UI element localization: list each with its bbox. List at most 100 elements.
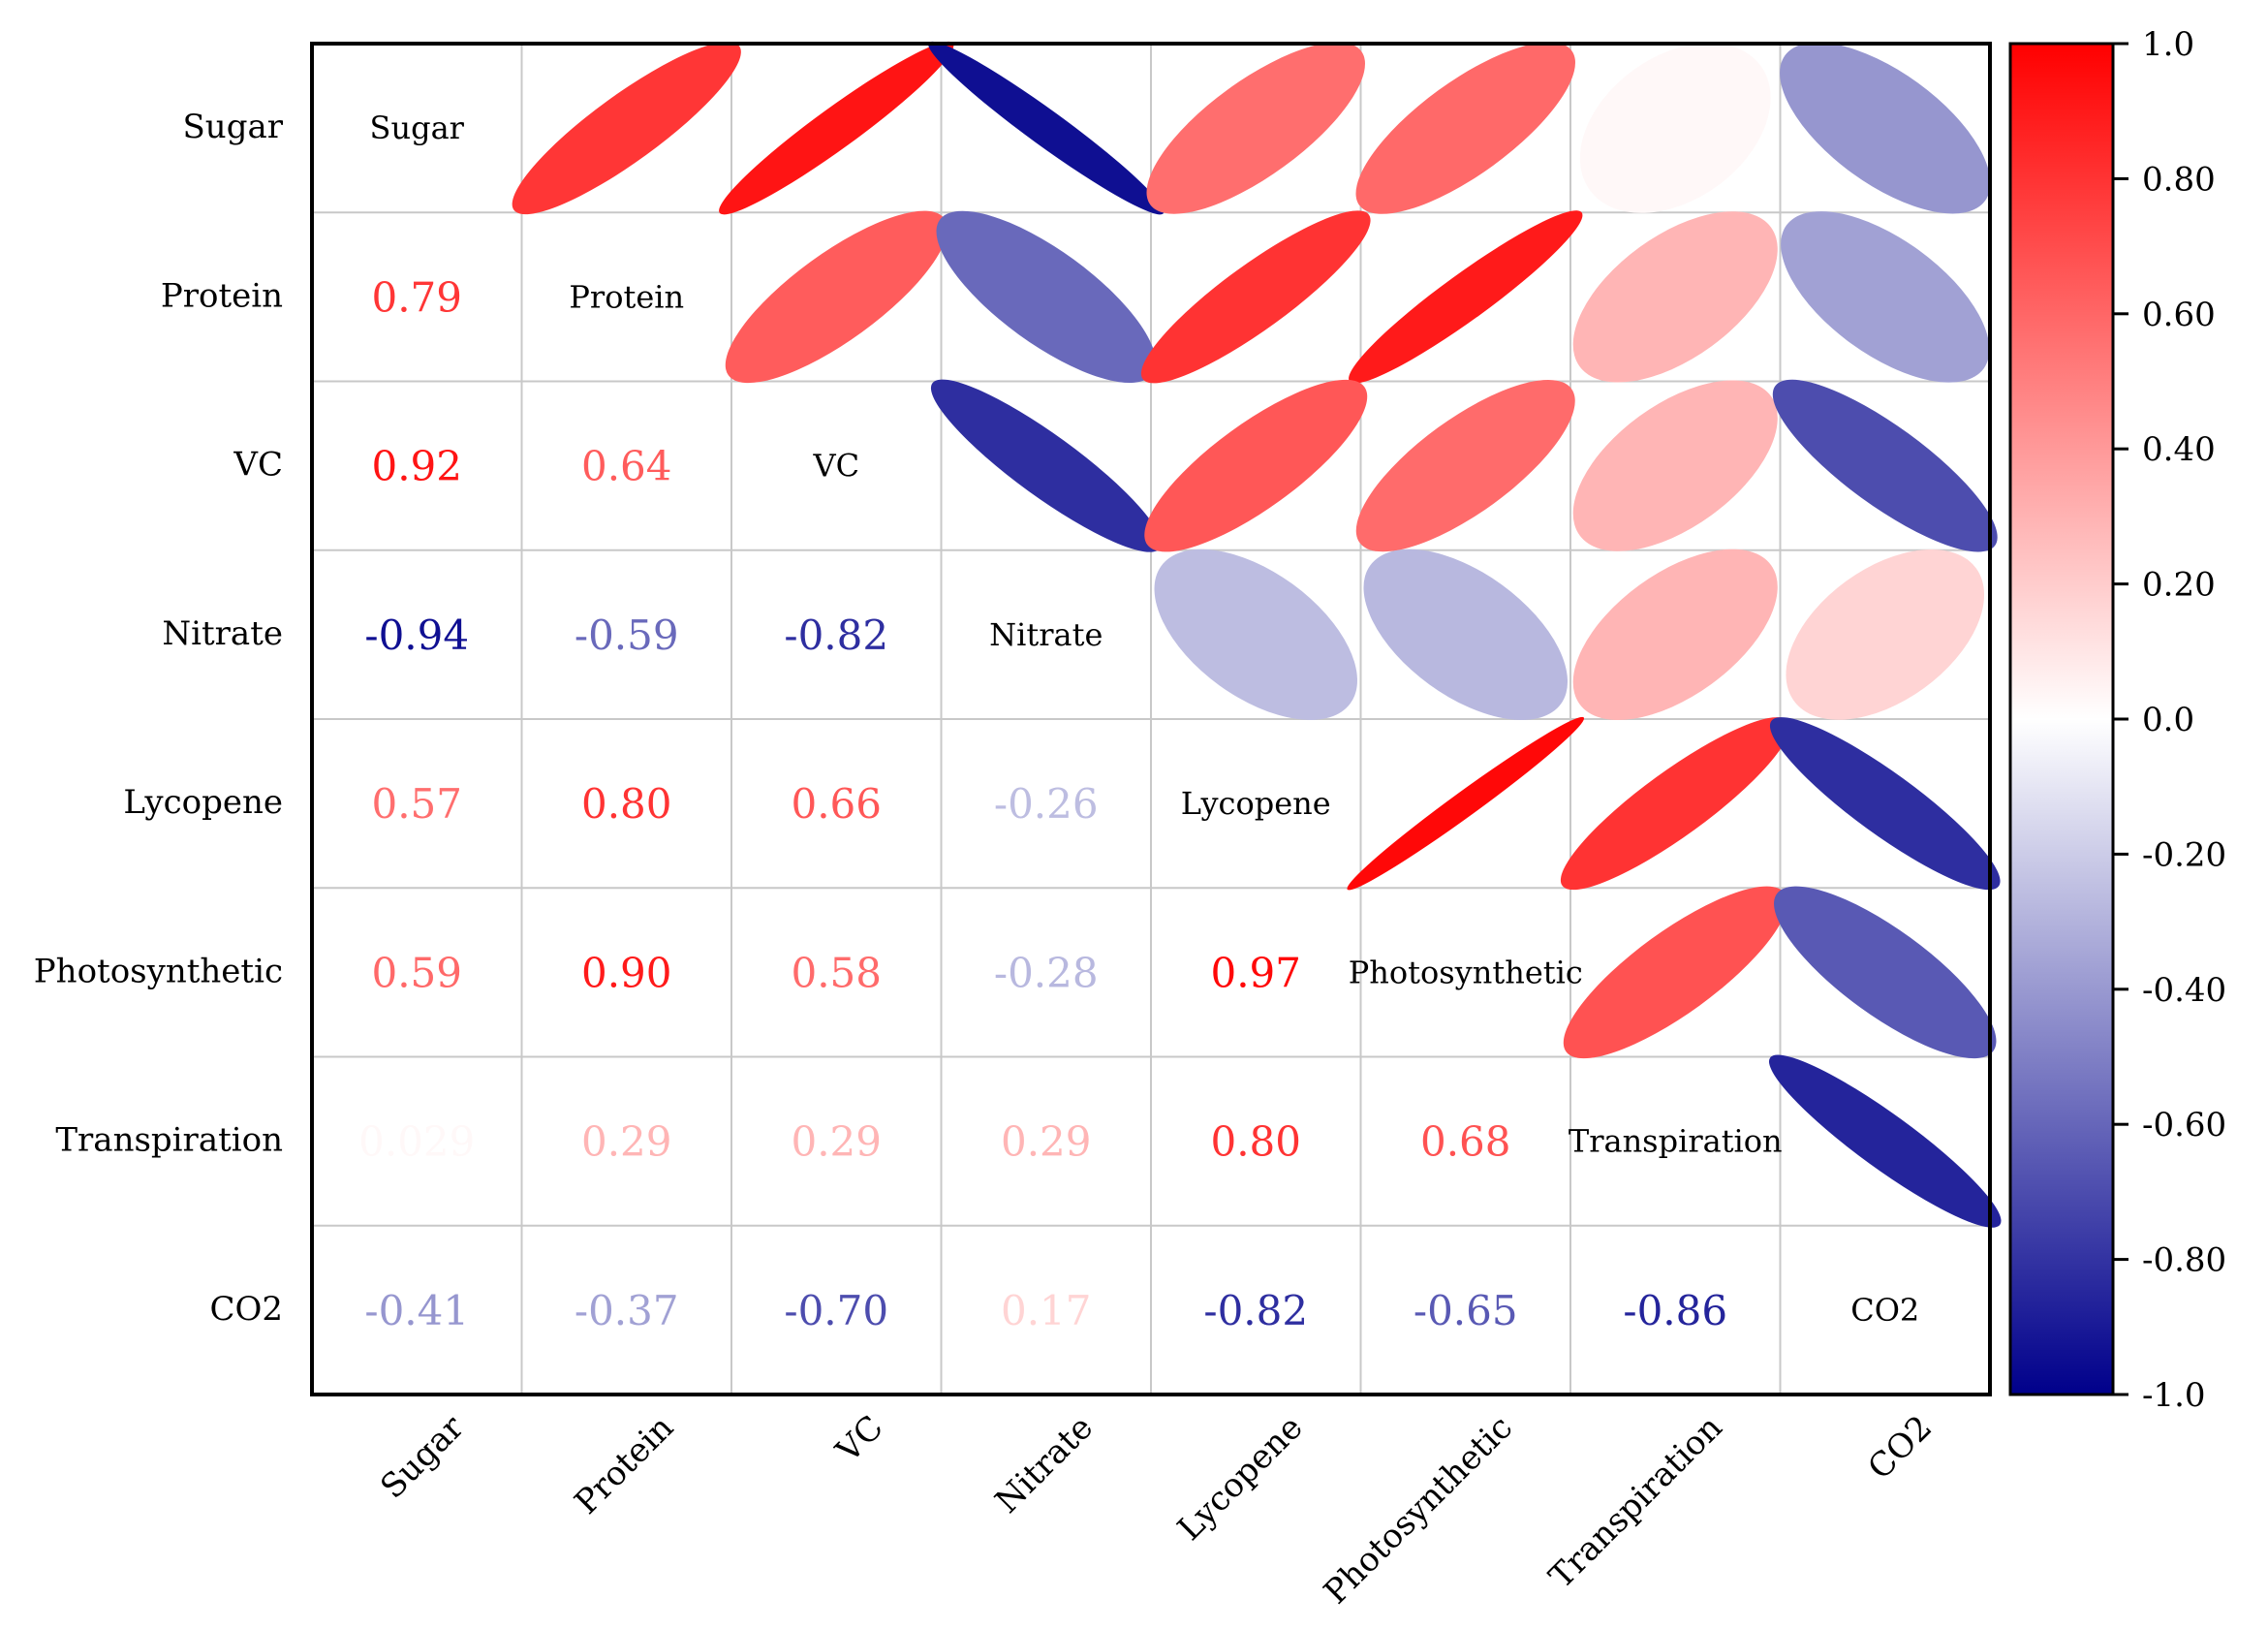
colorbar-tick-label: 0.60 xyxy=(2142,296,2216,334)
ellipse-lycopene-transpiration xyxy=(1560,717,1790,891)
value-transpiration-protein: 0.29 xyxy=(581,1118,672,1166)
col-label-photosynthetic: Photosynthetic xyxy=(1317,1408,1520,1612)
ellipse-vc-nitrate xyxy=(930,379,1162,552)
value-co2-vc: -0.70 xyxy=(784,1287,888,1334)
colorbar-tick-label: -0.20 xyxy=(2142,835,2226,874)
value-lycopene-vc: 0.66 xyxy=(791,780,882,828)
diagonal-label-vc: VC xyxy=(812,448,859,485)
ellipse-sugar-vc xyxy=(719,41,954,215)
row-label-co2: CO2 xyxy=(209,1290,283,1329)
colorbar-tick-label: 1.0 xyxy=(2142,25,2194,64)
value-photosynthetic-protein: 0.90 xyxy=(581,949,672,996)
plot-frame xyxy=(310,42,1992,1396)
colorbar-tick-label: -0.60 xyxy=(2142,1106,2226,1144)
row-label-vc: VC xyxy=(233,446,283,485)
ellipse-photosynthetic-co2 xyxy=(1774,886,1997,1059)
value-transpiration-vc: 0.29 xyxy=(791,1118,882,1166)
ellipse-sugar-nitrate xyxy=(928,41,1165,215)
ellipse-protein-nitrate xyxy=(936,210,1156,384)
diagonal-label-co2: CO2 xyxy=(1850,1292,1919,1329)
col-label-transpiration: Transpiration xyxy=(1541,1408,1729,1596)
value-co2-lycopene: -0.82 xyxy=(1203,1287,1308,1334)
colorbar-tick-label: 0.20 xyxy=(2142,566,2216,605)
colorbar-tick-label: -1.0 xyxy=(2142,1376,2206,1415)
ellipse-sugar-co2 xyxy=(1780,42,1991,214)
ellipse-nitrate-transpiration xyxy=(1572,549,1778,720)
row-label-protein: Protein xyxy=(161,276,283,315)
row-labels: Sugar Protein VC Nitrate Lycopene Photosynthe… xyxy=(34,108,284,1329)
value-co2-nitrate: 0.17 xyxy=(1001,1287,1092,1334)
col-label-lycopene: Lycopene xyxy=(1170,1408,1311,1549)
value-lycopene-protein: 0.80 xyxy=(581,780,672,828)
diagonal-label-lycopene: Lycopene xyxy=(1181,785,1331,822)
value-nitrate-protein: -0.59 xyxy=(575,611,679,659)
diagonal-label-sugar: Sugar xyxy=(370,110,465,146)
ellipse-sugar-protein xyxy=(512,42,741,215)
value-co2-transpiration: -0.86 xyxy=(1623,1287,1727,1334)
value-protein-sugar: 0.79 xyxy=(371,273,462,321)
colorbar-ticks: 1.0 0.80 0.60 0.40 0.20 0.0 -0.20 -0.40 -0.60 -0.… xyxy=(2113,25,2226,1415)
colorbar-tick-label: 0.0 xyxy=(2142,701,2194,739)
row-label-transpiration: Transpiration xyxy=(55,1121,283,1160)
col-label-nitrate: Nitrate xyxy=(988,1408,1101,1520)
value-transpiration-photosynthetic: 0.68 xyxy=(1420,1118,1511,1166)
correlation-values: 0.79 0.92 0.64 -0.94 -0.59 -0.82 0.57 0.80 0.66 -… xyxy=(358,273,1727,1334)
col-label-sugar: Sugar xyxy=(373,1408,472,1507)
colorbar-tick-label: -0.40 xyxy=(2142,971,2226,1010)
col-label-co2: CO2 xyxy=(1860,1408,1940,1488)
ellipse-nitrate-lycopene xyxy=(1154,549,1357,720)
ellipse-protein-photosynthetic xyxy=(1349,210,1583,384)
value-lycopene-nitrate: -0.26 xyxy=(994,780,1099,828)
ellipse-photosynthetic-transpiration xyxy=(1563,886,1787,1059)
value-co2-photosynthetic: -0.65 xyxy=(1414,1287,1518,1334)
ellipse-nitrate-co2 xyxy=(1786,549,1985,720)
col-label-protein: Protein xyxy=(568,1408,681,1521)
column-labels: Sugar Protein VC Nitrate Lycopene Photosynthe… xyxy=(373,1408,1940,1613)
value-transpiration-nitrate: 0.29 xyxy=(1001,1118,1092,1166)
ellipse-vc-lycopene xyxy=(1144,379,1368,552)
value-nitrate-vc: -0.82 xyxy=(784,611,888,659)
ellipse-sugar-photosynthetic xyxy=(1355,42,1575,214)
value-photosynthetic-sugar: 0.59 xyxy=(371,949,462,996)
value-photosynthetic-vc: 0.58 xyxy=(791,949,882,996)
value-co2-sugar: -0.41 xyxy=(364,1287,469,1334)
value-nitrate-sugar: -0.94 xyxy=(364,611,469,659)
ellipse-vc-co2 xyxy=(1772,379,1998,552)
ellipse-glyphs xyxy=(512,41,2002,1228)
value-vc-sugar: 0.92 xyxy=(371,443,462,490)
row-label-lycopene: Lycopene xyxy=(123,783,283,822)
ellipse-nitrate-photosynthetic xyxy=(1363,549,1569,720)
ellipse-vc-photosynthetic xyxy=(1355,379,1575,552)
ellipse-sugar-transpiration xyxy=(1579,43,1771,213)
value-photosynthetic-nitrate: -0.28 xyxy=(994,949,1099,996)
ellipse-vc-transpiration xyxy=(1572,380,1778,551)
colorbar-tick-label: 0.40 xyxy=(2142,430,2216,469)
diagonal-label-protein: Protein xyxy=(569,278,684,315)
colorbar-tick-label: -0.80 xyxy=(2142,1241,2226,1280)
ellipse-protein-co2 xyxy=(1781,211,1990,383)
colorbar-tick-label: 0.80 xyxy=(2142,160,2216,199)
col-label-vc: VC xyxy=(828,1408,891,1471)
row-label-nitrate: Nitrate xyxy=(162,614,283,653)
ellipse-transpiration-co2 xyxy=(1768,1054,2002,1228)
value-lycopene-sugar: 0.57 xyxy=(371,780,462,828)
ellipse-protein-transpiration xyxy=(1572,211,1778,383)
diagonal-labels: Sugar Protein VC Nitrate Lycopene Photosynthe… xyxy=(370,110,1920,1329)
ellipse-sugar-lycopene xyxy=(1146,42,1365,214)
ellipse-protein-lycopene xyxy=(1140,210,1371,384)
colorbar: 1.0 0.80 0.60 0.40 0.20 0.0 -0.20 -0.40 -0.60 -0.… xyxy=(2008,25,2226,1415)
value-co2-protein: -0.37 xyxy=(575,1287,679,1334)
ellipse-lycopene-photosynthetic xyxy=(1347,716,1585,891)
diagonal-label-photosynthetic: Photosynthetic xyxy=(1349,954,1583,990)
row-label-sugar: Sugar xyxy=(183,108,284,146)
value-photosynthetic-lycopene: 0.97 xyxy=(1210,949,1301,996)
row-label-photosynthetic: Photosynthetic xyxy=(34,952,283,990)
colorbar-gradient xyxy=(2008,42,2115,1396)
ellipse-protein-vc xyxy=(725,210,948,384)
diagonal-label-transpiration: Transpiration xyxy=(1569,1123,1783,1160)
diagonal-label-nitrate: Nitrate xyxy=(989,616,1103,653)
value-transpiration-sugar: 0.029 xyxy=(358,1118,475,1166)
ellipse-lycopene-co2 xyxy=(1769,717,2001,891)
value-vc-protein: 0.64 xyxy=(581,443,672,490)
